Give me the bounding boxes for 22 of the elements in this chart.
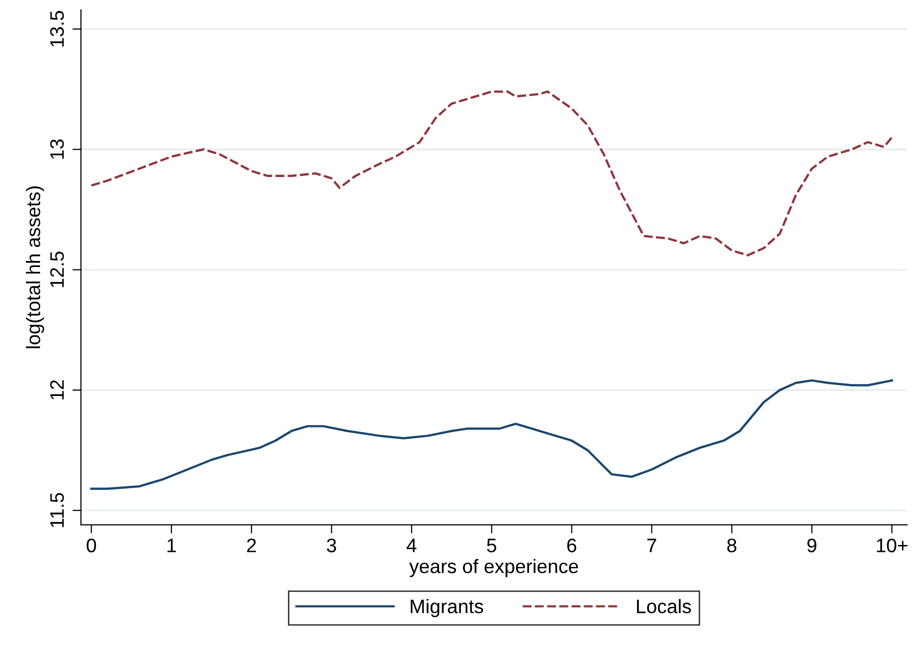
- x-tick-label: 4: [406, 538, 416, 552]
- x-tick-label: 8: [727, 538, 736, 552]
- x-tick-label: 2: [247, 538, 256, 552]
- x-tick-label: 9: [807, 538, 816, 552]
- y-tick-label: 13.5: [50, 10, 64, 46]
- x-tick-label: 5: [487, 538, 496, 552]
- x-axis-title: years of experience: [409, 558, 578, 578]
- x-tick-label: 3: [326, 538, 336, 552]
- y-tick-label: 11.5: [50, 493, 64, 528]
- x-tick-label: 6: [567, 538, 576, 552]
- x-tick-label: 1: [167, 538, 176, 552]
- y-tick-label: 12: [50, 380, 64, 400]
- x-tick-label: 0: [86, 538, 96, 552]
- y-axis-title: log(total hh assets): [26, 186, 44, 348]
- legend-label: Migrants: [410, 599, 484, 618]
- line-series: [90, 379, 894, 490]
- x-tick-label: 7: [647, 538, 656, 552]
- legend-label: Locals: [637, 599, 691, 614]
- y-tick-label: 13: [50, 139, 64, 159]
- line-series: [90, 90, 894, 256]
- x-tick-label: 10+: [876, 538, 908, 552]
- y-tick-label: 12.5: [50, 252, 64, 288]
